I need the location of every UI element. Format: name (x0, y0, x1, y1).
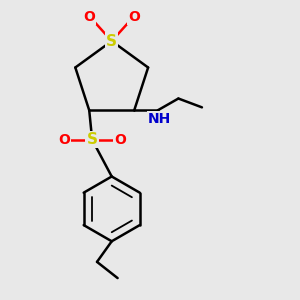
Text: O: O (129, 10, 140, 24)
Text: S: S (87, 132, 98, 147)
Text: O: O (83, 10, 95, 24)
Text: O: O (58, 133, 70, 147)
Text: S: S (106, 34, 117, 49)
Text: O: O (114, 133, 126, 147)
Text: NH: NH (148, 112, 171, 126)
